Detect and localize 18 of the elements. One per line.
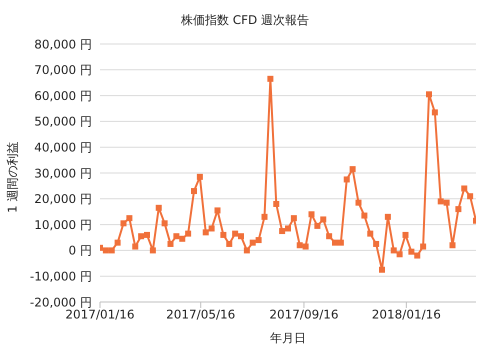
y-tick-label: 80,000 円 [34,37,92,52]
x-tick-label: 2018/01/16 [372,308,441,322]
y-tick-label: 10,000 円 [34,218,92,232]
y-tick-label: 40,000 円 [34,140,92,154]
y-tick-label: 50,000 円 [34,114,92,129]
y-tick-label: 70,000 円 [34,63,92,78]
y-tick-label: -10,000 円 [30,269,92,284]
y-tick-label: 60,000 円 [34,88,92,103]
chart-title: 株価指数 CFD 週次報告 [180,12,310,29]
y-axis-title: 1 週間の利益 [5,142,20,213]
y-tick-label: -20,000 円 [30,295,92,310]
y-tick-label: 20,000 円 [34,192,92,206]
y-tick-label: 30,000 円 [34,166,92,180]
y-tick-label: 0 円 [68,244,92,258]
x-tick-label: 2017/01/16 [65,308,135,322]
x-tick-label: 2017/05/16 [166,308,236,322]
x-axis-title: 年月日 [270,331,306,345]
x-tick-label: 2017/09/16 [269,308,339,322]
